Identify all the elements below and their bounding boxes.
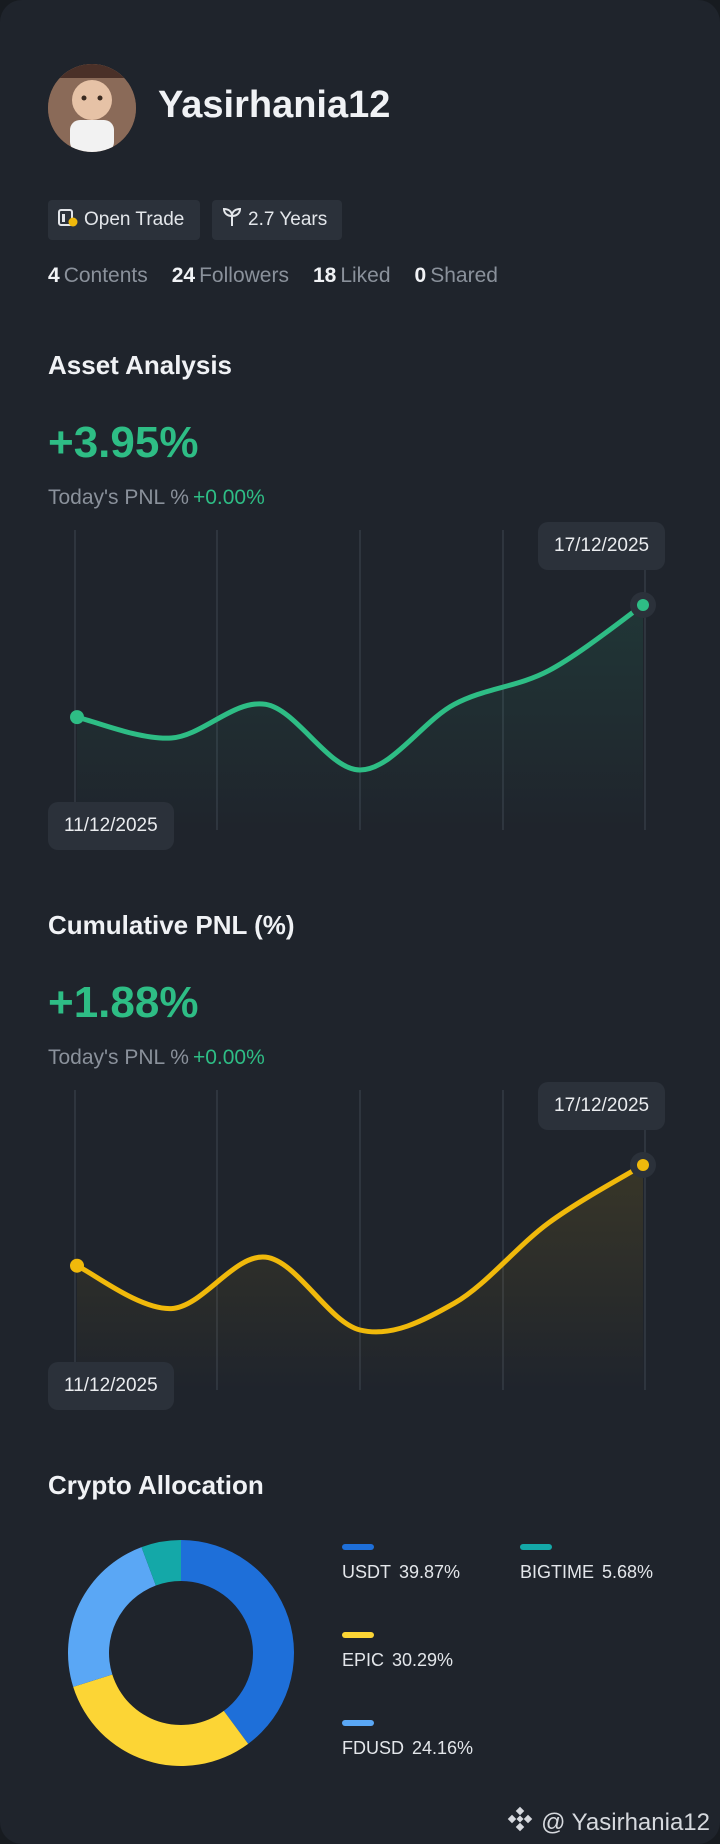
legend-swatch: [342, 1720, 374, 1726]
cumulative-pnl-value: +1.88%: [48, 978, 199, 1027]
donut-slice-epic[interactable]: [73, 1674, 249, 1766]
profile-stats: 4 Contents 24 Followers 18 Liked 0 Shared: [48, 264, 498, 288]
asset-end-point[interactable]: [637, 599, 649, 611]
donut-slice-fdusd[interactable]: [68, 1547, 156, 1687]
stat-contents[interactable]: 4 Contents: [48, 264, 148, 287]
avatar[interactable]: [48, 64, 136, 152]
legend-swatch: [342, 1544, 374, 1550]
cumulative-area: [77, 1165, 643, 1390]
asset-analysis-chart[interactable]: [0, 520, 720, 840]
asset-series-line: [74, 602, 646, 773]
donut-slice-usdt[interactable]: [181, 1540, 294, 1744]
binance-logo-icon: [507, 1806, 533, 1839]
cumulative-end-date-tooltip: 17/12/2025: [538, 1082, 666, 1130]
years-label: 2.7 Years: [248, 209, 328, 230]
legend-name: EPIC: [342, 1650, 385, 1670]
years-badge[interactable]: 2.7 Years: [212, 200, 342, 240]
legend-item-usdt[interactable]: USDT 39.87%: [342, 1544, 460, 1583]
asset-analysis-title: Asset Analysis: [48, 350, 233, 380]
donut-slice-bigtime[interactable]: [141, 1540, 181, 1586]
legend-item-epic[interactable]: EPIC 30.29%: [342, 1632, 453, 1671]
asset-analysis-value: +3.95%: [48, 418, 199, 467]
asset-area: [77, 605, 643, 830]
username: Yasirhania12: [158, 84, 391, 126]
open-trade-badge[interactable]: Open Trade: [48, 200, 200, 240]
stat-shared[interactable]: 0 Shared: [414, 264, 498, 287]
cumulative-start-point[interactable]: [70, 1258, 84, 1273]
open-trade-label: Open Trade: [84, 209, 185, 230]
legend-name: BIGTIME: [520, 1562, 595, 1582]
asset-end-date-tooltip: 17/12/2025: [538, 522, 666, 570]
legend-percent: 30.29%: [392, 1650, 454, 1670]
legend-percent: 5.68%: [602, 1562, 654, 1582]
watermark-text: @ Yasirhania12: [541, 1808, 710, 1836]
legend-percent: 39.87%: [399, 1562, 461, 1582]
cumulative-today-pnl-label: Today's PNL %: [48, 1046, 189, 1069]
open-trade-icon: [58, 207, 78, 233]
legend-item-fdusd[interactable]: FDUSD 24.16%: [342, 1720, 473, 1759]
legend-percent: 24.16%: [412, 1738, 474, 1758]
asset-start-date-tooltip: 11/12/2025: [48, 802, 174, 850]
cumulative-start-date-tooltip: 11/12/2025: [48, 1362, 174, 1410]
stat-liked[interactable]: 18 Liked: [312, 264, 391, 287]
legend-swatch: [342, 1632, 374, 1638]
sprout-icon: [222, 207, 242, 233]
asset-today-pnl-value: +0.00%: [192, 486, 265, 509]
cumulative-pnl-title: Cumulative PNL (%): [48, 910, 295, 940]
asset-today-pnl-label: Today's PNL %: [48, 486, 189, 509]
asset-today-pnl: Today's PNL % +0.00%: [48, 486, 265, 510]
cumulative-today-pnl: Today's PNL % +0.00%: [48, 1046, 265, 1070]
stat-followers[interactable]: 24 Followers: [171, 264, 289, 287]
cumulative-series-line: [74, 1162, 646, 1335]
legend-name: FDUSD: [342, 1738, 404, 1758]
cumulative-end-point[interactable]: [637, 1159, 649, 1171]
cumulative-pnl-chart[interactable]: [0, 1080, 720, 1400]
allocation-donut-chart[interactable]: [66, 1538, 296, 1768]
legend-name: USDT: [342, 1562, 391, 1582]
crypto-allocation-title: Crypto Allocation: [48, 1470, 264, 1500]
legend-item-bigtime[interactable]: BIGTIME 5.68%: [520, 1544, 653, 1583]
asset-start-point[interactable]: [70, 710, 84, 725]
cumulative-today-pnl-value: +0.00%: [192, 1046, 265, 1069]
watermark: @ Yasirhania12: [507, 1806, 710, 1839]
legend-swatch: [520, 1544, 552, 1550]
